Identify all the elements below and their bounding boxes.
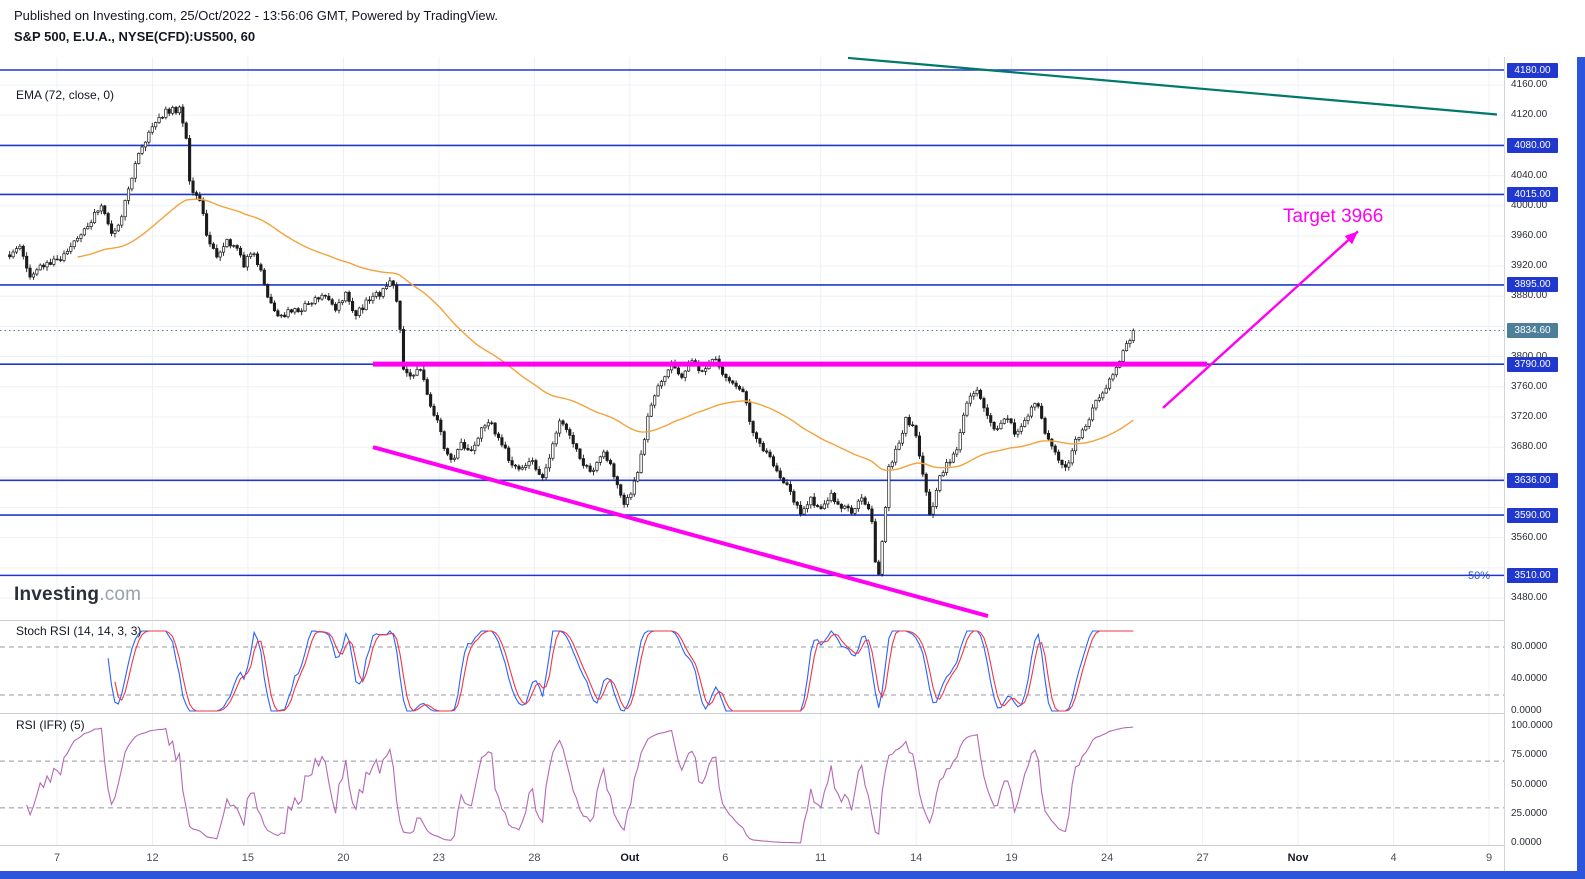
descending-trendline[interactable] (372, 445, 989, 619)
rsi-tick: 25.0000 (1511, 807, 1548, 819)
time-tick: 15 (241, 852, 255, 864)
time-tick: 19 (1005, 852, 1018, 864)
price-level-label[interactable]: 3895.00 (1507, 277, 1558, 293)
rsi-panel-label: RSI (IFR) (5) (16, 718, 85, 732)
price-level-label[interactable]: 4015.00 (1507, 186, 1558, 202)
time-tick: 23 (432, 852, 445, 864)
upper-trendline[interactable] (847, 56, 1498, 116)
stoch-rsi-panel-label: Stoch RSI (14, 14, 3, 3) (16, 624, 142, 638)
price-tick: 4000.00 (1511, 199, 1548, 211)
time-tick: 6 (722, 852, 729, 864)
price-tick: 3760.00 (1511, 380, 1548, 392)
time-tick: 27 (1196, 852, 1209, 864)
rsi-line (26, 726, 1134, 844)
price-level-label[interactable]: 4180.00 (1507, 62, 1558, 78)
price-tick: 3680.00 (1511, 441, 1548, 453)
stoch-d-line (114, 630, 1134, 712)
price-tick: 3880.00 (1511, 290, 1548, 302)
ema-indicator-label: EMA (72, close, 0) (16, 88, 115, 102)
price-level-label[interactable]: 3636.00 (1507, 472, 1558, 488)
watermark-bold: Investing (14, 584, 100, 605)
price-level-label[interactable]: 3510.00 (1507, 567, 1558, 583)
price-tick: 3720.00 (1511, 410, 1548, 422)
watermark-light: .com (99, 584, 142, 605)
target-annotation[interactable]: Target 3966 (1283, 206, 1384, 228)
price-scale[interactable]: 4160.00 4120.00 4040.00 4000.00 3960.00 3920.… (1504, 57, 1577, 871)
stoch-tick: 80.0000 (1511, 641, 1548, 652)
time-tick: 4 (1390, 852, 1397, 864)
last-price-label[interactable]: 3834.60 (1507, 323, 1558, 339)
time-axis[interactable]: 7 12 15 20 23 28 Out 6 11 14 19 24 27 Nov 4 9 (0, 845, 1504, 871)
rsi-tick: 100.0000 (1511, 720, 1553, 731)
stoch-tick: 40.0000 (1511, 673, 1548, 684)
price-tick: 3920.00 (1511, 260, 1548, 272)
time-tick: 20 (337, 852, 350, 864)
time-tick: 14 (910, 852, 923, 864)
price-level-label[interactable]: 3590.00 (1507, 507, 1558, 523)
time-tick: 24 (1101, 852, 1114, 864)
price-tick: 3800.00 (1511, 351, 1547, 362)
stoch-k-line (107, 630, 1134, 712)
time-tick: 7 (53, 852, 61, 864)
ema-line[interactable] (77, 198, 1134, 472)
price-tick: 4040.00 (1511, 169, 1548, 181)
price-level-label[interactable]: 4080.00 (1507, 137, 1558, 153)
stoch-tick: 0.0000 (1511, 705, 1542, 716)
rsi-tick: 0.0000 (1511, 837, 1542, 848)
fib-50-label: 50% (1468, 570, 1491, 582)
bottom-scrollbar[interactable] (0, 871, 1585, 879)
price-tick: 3960.00 (1511, 229, 1548, 241)
time-tick: 28 (528, 852, 541, 864)
published-line: Published on Investing.com, 25/Oct/2022 … (14, 8, 498, 23)
investing-watermark: Investing.com (14, 584, 141, 606)
price-tick: 4160.00 (1511, 79, 1548, 91)
price-level-label[interactable]: 3790.00 (1507, 356, 1558, 372)
time-tick: 9 (1485, 852, 1493, 864)
rsi-tick: 50.0000 (1511, 778, 1548, 790)
candlestick-series (8, 104, 1135, 577)
time-tick: Nov (1287, 852, 1309, 864)
right-scrollbar[interactable] (1577, 57, 1585, 871)
price-tick: 3480.00 (1511, 591, 1548, 603)
target-arrow[interactable] (1162, 230, 1359, 409)
target-arrowhead (1344, 231, 1358, 245)
price-tick: 3560.00 (1511, 531, 1548, 543)
symbol-title: S&P 500, E.U.A., NYSE(CFD):US500, 60 (14, 29, 256, 44)
price-tick: 4120.00 (1511, 109, 1548, 121)
time-tick: 11 (815, 852, 827, 864)
time-tick: 12 (146, 852, 159, 864)
rsi-tick: 75.0000 (1511, 749, 1548, 761)
time-tick: Out (620, 852, 640, 864)
